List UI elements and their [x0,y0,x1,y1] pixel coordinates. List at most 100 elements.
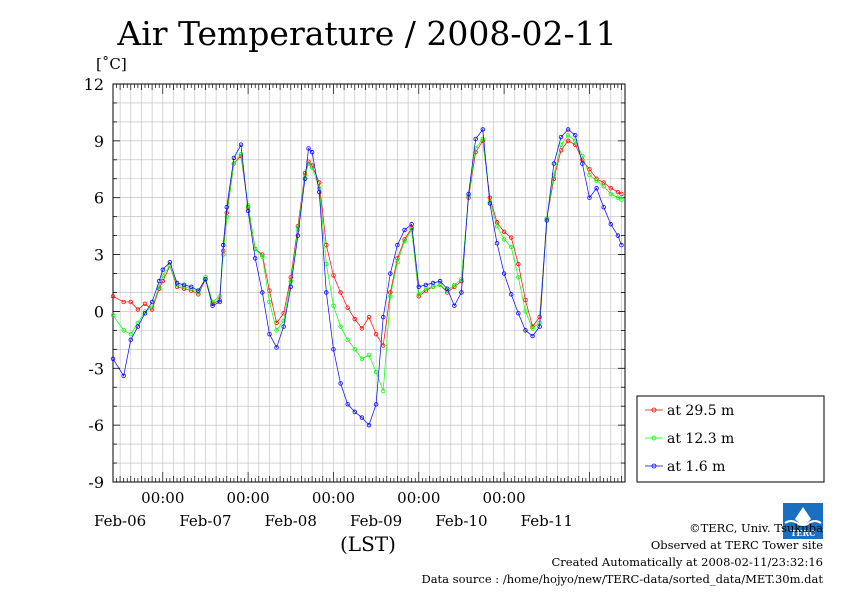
data-point [551,172,557,178]
data-point [224,204,229,210]
y-tick-label: -6 [88,416,104,435]
data-point [217,299,222,305]
data-point [402,227,407,233]
data-point [135,307,141,312]
data-point [245,208,251,214]
series-line [112,134,622,392]
data-point [494,240,500,246]
x-tick-label: 00:00 [312,489,355,507]
data-point [494,223,500,229]
data-point [345,337,350,343]
data-point [423,282,429,288]
data-point [121,373,126,379]
data-point [149,305,155,310]
data-point [110,313,116,318]
data-point [509,244,514,250]
data-point [142,301,148,307]
data-point [530,333,535,339]
data-point [619,242,624,248]
data-point [565,132,571,138]
data-point [381,314,386,320]
data-point [366,314,372,320]
data-point [615,233,621,238]
data-point [587,195,592,200]
data-point [231,161,237,166]
site-text: Observed at TERC Tower site [650,538,823,552]
legend-marker [651,463,657,469]
data-point [295,233,301,238]
data-point [231,155,237,161]
data-point [544,218,549,223]
data-point [210,303,215,308]
data-point [306,146,311,151]
data-point [110,294,116,299]
data-point [523,328,528,333]
data-point [203,277,208,282]
data-point [121,328,126,333]
data-point [587,172,592,178]
data-point [181,282,187,288]
data-point [373,402,379,407]
data-point [509,235,514,240]
data-point [359,356,365,362]
data-point [466,191,471,197]
data-point [295,227,301,233]
data-point [128,337,133,343]
data-point [501,271,507,276]
data-point [409,227,414,233]
data-point [352,347,357,352]
data-point [459,277,464,282]
data-point [331,347,336,352]
data-point [580,161,585,166]
data-point [366,352,372,358]
data-point [619,191,624,197]
data-point [565,138,571,144]
data-point [288,284,293,289]
y-tick-label: 6 [94,189,104,208]
data-point [238,151,244,157]
y-tick-label: 9 [94,132,104,151]
series-line [112,128,622,426]
data-point [331,303,336,308]
data-point [601,204,606,210]
y-tick-label: -3 [88,359,104,378]
legend-marker [651,435,657,441]
data-point [395,259,400,265]
data-point [260,290,265,295]
data-point [221,252,226,257]
data-point [267,331,272,337]
data-point [245,203,251,208]
data-point [274,328,279,333]
data-point [516,311,521,316]
x-date-label: Feb-09 [350,512,402,530]
data-point [196,288,201,293]
chart-title: Air Temperature / 2008-02-11 [117,14,617,53]
x-axis-label: (LST) [340,532,396,556]
data-point [281,318,286,324]
data-point [509,292,514,297]
data-point [381,343,386,348]
data-point [615,195,621,200]
data-point [452,303,457,308]
x-date-label: Feb-06 [94,512,146,530]
data-point [565,127,571,132]
data-point [352,409,357,415]
data-point [516,275,521,280]
data-point [452,282,457,288]
data-point [174,280,180,286]
data-point [608,186,613,191]
data-point [331,273,336,278]
data-point [345,402,350,407]
data-point [309,150,315,155]
x-date-label: Feb-08 [265,512,317,530]
x-tick-label: 00:00 [397,489,440,507]
data-point [608,222,613,227]
copyright-text: ©TERC, Univ. Tsukuba [689,521,823,535]
data-point [473,136,478,142]
legend-box [636,395,825,483]
x-date-label: Feb-10 [435,512,487,530]
data-point [160,267,165,272]
data-point [221,242,226,248]
legend-label: at 12.3 m [667,431,734,447]
